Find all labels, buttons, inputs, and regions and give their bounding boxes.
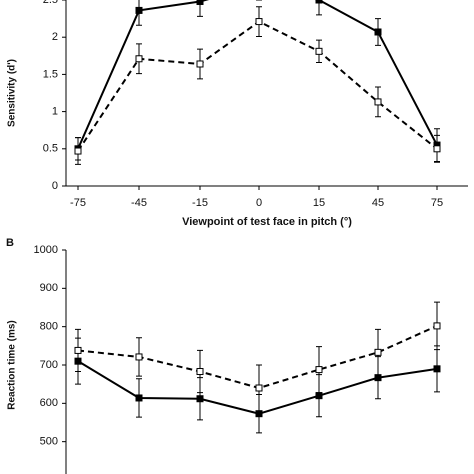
marker [374,98,382,106]
marker [433,322,441,330]
x-tick-label: -45 [131,197,147,209]
marker [433,365,441,373]
y-tick-label: 2.5 [43,0,58,6]
marker [196,368,204,376]
y-tick-label: 2 [52,31,58,43]
x-tick-label: -15 [192,197,208,209]
marker [315,392,323,400]
x-tick-label: 45 [372,197,384,209]
marker [74,346,82,354]
y-tick-label: 600 [40,397,58,409]
x-tick-label: 15 [313,197,325,209]
y-tick-label: 1 [52,106,58,118]
x-tick-label: 0 [256,197,262,209]
marker [374,28,382,36]
marker [374,348,382,356]
marker [315,0,323,4]
panel-label: B [6,237,14,249]
marker [135,353,143,361]
marker [196,395,204,403]
marker [255,18,263,26]
y-tick-label: 0 [52,180,58,192]
y-tick-label: 1000 [34,244,58,256]
marker [255,410,263,418]
x-axis-title: Viewpoint of test face in pitch (°) [182,216,352,228]
marker [315,47,323,55]
marker [255,384,263,392]
y-tick-label: 500 [40,436,58,448]
y-axis-title: Sensitivity (d') [7,59,18,127]
marker [433,145,441,153]
y-tick-label: 800 [40,321,58,333]
series-line [77,324,438,390]
y-tick-label: 0.5 [43,143,58,155]
marker [196,60,204,68]
marker [135,6,143,14]
marker [135,55,143,63]
marker [196,0,204,5]
error-bar [316,0,322,16]
y-tick-label: 900 [40,282,58,294]
x-tick-label: 75 [431,197,443,209]
y-tick-label: 700 [40,359,58,371]
y-axis-title: Reaction time (ms) [7,320,18,409]
marker [135,394,143,402]
marker [74,147,82,155]
marker [315,366,323,374]
x-tick-label: -75 [70,197,86,209]
y-tick-label: 1.5 [43,68,58,80]
